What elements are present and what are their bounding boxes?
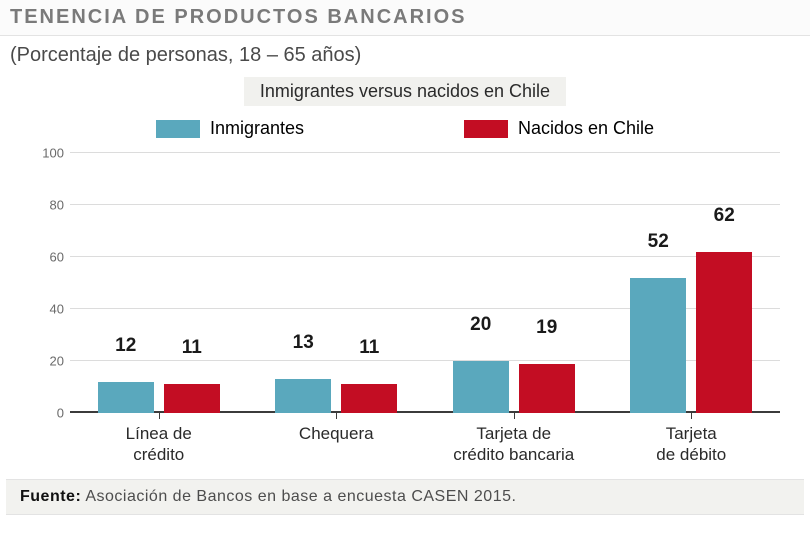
x-tick [336,412,337,419]
source-footer: Fuente: Asociación de Bancos en base a e… [6,479,804,515]
legend: Inmigrantes Nacidos en Chile [0,112,810,143]
bar [164,384,220,413]
bar-value-label: 52 [648,231,669,253]
bar-value-label: 11 [359,337,379,359]
gridline [70,152,780,153]
gridline [70,256,780,257]
legend-title: Inmigrantes versus nacidos en Chile [0,77,810,106]
y-tick-label: 20 [24,354,64,369]
y-axis: 020406080100 [20,153,70,413]
x-tick [514,412,515,419]
bar-value-label: 13 [293,332,314,354]
bar [98,382,154,413]
x-axis: Línea decrédito Chequera Tarjeta decrédito… [70,419,780,473]
x-tick-label: Chequera [299,423,374,444]
plot-area: 12 11 13 11 20 19 52 62 [70,153,780,413]
chart-title: TENENCIA DE PRODUCTOS BANCARIOS [0,0,810,36]
bar-value-label: 20 [470,314,491,336]
x-tick [691,412,692,419]
legend-item-inmigrantes: Inmigrantes [156,118,304,139]
legend-label: Inmigrantes [210,118,304,139]
chart-area: 0 20 40 60 80 100 12 11 13 11 20 19 52 62 Línea decr… [20,143,790,473]
bar [519,364,575,413]
bar [341,384,397,413]
gridline [70,204,780,205]
legend-item-nacidos: Nacidos en Chile [464,118,654,139]
legend-swatch [156,120,200,138]
x-tick [159,412,160,419]
bar [453,361,509,413]
chart-subtitle: (Porcentaje de personas, 18 – 65 años) [0,36,810,67]
y-tick-label: 0 [24,406,64,421]
x-tick-label: Tarjetade débito [656,423,726,466]
y-tick-label: 60 [24,250,64,265]
x-tick-label: Tarjeta decrédito bancaria [453,423,574,466]
y-tick-label: 40 [24,302,64,317]
bar-value-label: 11 [182,337,202,359]
source-text: Asociación de Bancos en base a encuesta … [85,488,516,505]
legend-label: Nacidos en Chile [518,118,654,139]
bar [696,252,752,413]
x-tick-label: Línea decrédito [126,423,192,466]
bar-value-label: 12 [115,335,136,357]
source-label: Fuente: [20,488,81,505]
chart-card: { "title": "TENENCIA DE PRODUCTOS BANCAR… [0,0,810,551]
bar [275,379,331,413]
y-tick-label: 100 [24,146,64,161]
bar-value-label: 62 [714,205,735,227]
bar-value-label: 19 [536,317,557,339]
bar [630,278,686,413]
legend-swatch [464,120,508,138]
y-tick-label: 80 [24,198,64,213]
